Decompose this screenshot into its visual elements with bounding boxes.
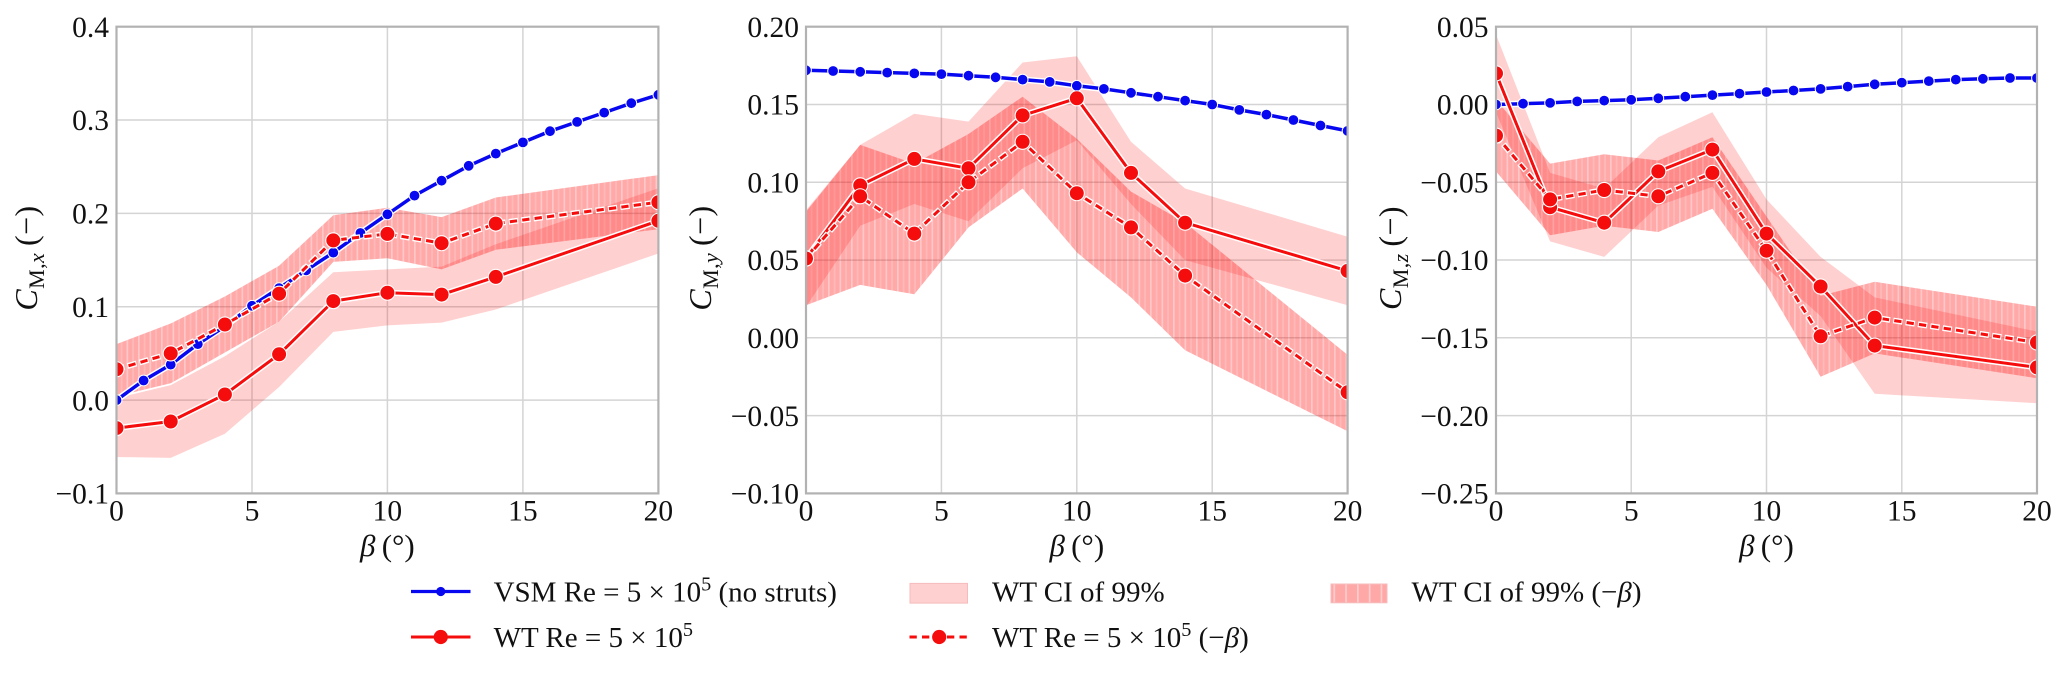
svg-text:CM,z (−): CM,z (−) bbox=[1372, 206, 1413, 310]
svg-text:5: 5 bbox=[1624, 496, 1639, 528]
svg-text:β (°): β (°) bbox=[1738, 528, 1794, 563]
svg-text:0.0: 0.0 bbox=[72, 385, 109, 417]
svg-text:0: 0 bbox=[109, 496, 124, 528]
svg-text:15: 15 bbox=[1887, 496, 1917, 528]
svg-text:WT Re = 5 × 105: WT Re = 5 × 105 bbox=[494, 619, 693, 654]
svg-text:5: 5 bbox=[934, 496, 949, 528]
svg-text:0.3: 0.3 bbox=[72, 105, 109, 137]
svg-text:20: 20 bbox=[644, 496, 674, 528]
svg-text:−0.20: −0.20 bbox=[1420, 401, 1488, 433]
svg-text:0.10: 0.10 bbox=[747, 168, 799, 200]
svg-text:0: 0 bbox=[1489, 496, 1504, 528]
svg-text:0.00: 0.00 bbox=[747, 323, 799, 355]
svg-text:−0.1: −0.1 bbox=[55, 479, 109, 511]
svg-text:10: 10 bbox=[1062, 496, 1092, 528]
svg-text:5: 5 bbox=[245, 496, 260, 528]
svg-text:CM,x (−): CM,x (−) bbox=[8, 205, 49, 310]
svg-text:−0.15: −0.15 bbox=[1420, 323, 1488, 355]
svg-text:β (°): β (°) bbox=[359, 528, 415, 563]
svg-text:−0.10: −0.10 bbox=[731, 479, 799, 511]
svg-text:WT CI of 99% (−β): WT CI of 99% (−β) bbox=[1412, 576, 1642, 608]
svg-text:WT CI of 99%: WT CI of 99% bbox=[992, 576, 1165, 608]
svg-text:−0.10: −0.10 bbox=[1420, 245, 1488, 277]
svg-text:−0.25: −0.25 bbox=[1420, 479, 1488, 511]
svg-text:15: 15 bbox=[508, 496, 538, 528]
svg-text:0.15: 0.15 bbox=[747, 90, 799, 122]
svg-text:20: 20 bbox=[1333, 496, 1363, 528]
svg-text:VSM Re = 5 × 105 (no struts): VSM Re = 5 × 105 (no struts) bbox=[494, 573, 837, 608]
svg-text:0.4: 0.4 bbox=[72, 12, 109, 44]
svg-text:0.20: 0.20 bbox=[747, 12, 799, 44]
svg-text:10: 10 bbox=[373, 496, 403, 528]
svg-text:−0.05: −0.05 bbox=[1420, 168, 1488, 200]
svg-text:0.05: 0.05 bbox=[747, 245, 799, 277]
svg-text:0.1: 0.1 bbox=[72, 292, 109, 324]
svg-text:10: 10 bbox=[1752, 496, 1782, 528]
svg-text:β (°): β (°) bbox=[1048, 528, 1104, 563]
svg-text:0.05: 0.05 bbox=[1437, 12, 1489, 44]
svg-text:−0.05: −0.05 bbox=[731, 401, 799, 433]
svg-text:0.00: 0.00 bbox=[1437, 90, 1489, 122]
svg-text:20: 20 bbox=[2022, 496, 2052, 528]
svg-text:15: 15 bbox=[1197, 496, 1227, 528]
svg-text:CM,y (−): CM,y (−) bbox=[682, 205, 723, 310]
svg-text:0: 0 bbox=[799, 496, 814, 528]
svg-text:WT Re = 5 × 105 (−β): WT Re = 5 × 105 (−β) bbox=[992, 619, 1249, 654]
svg-text:0.2: 0.2 bbox=[72, 199, 109, 231]
